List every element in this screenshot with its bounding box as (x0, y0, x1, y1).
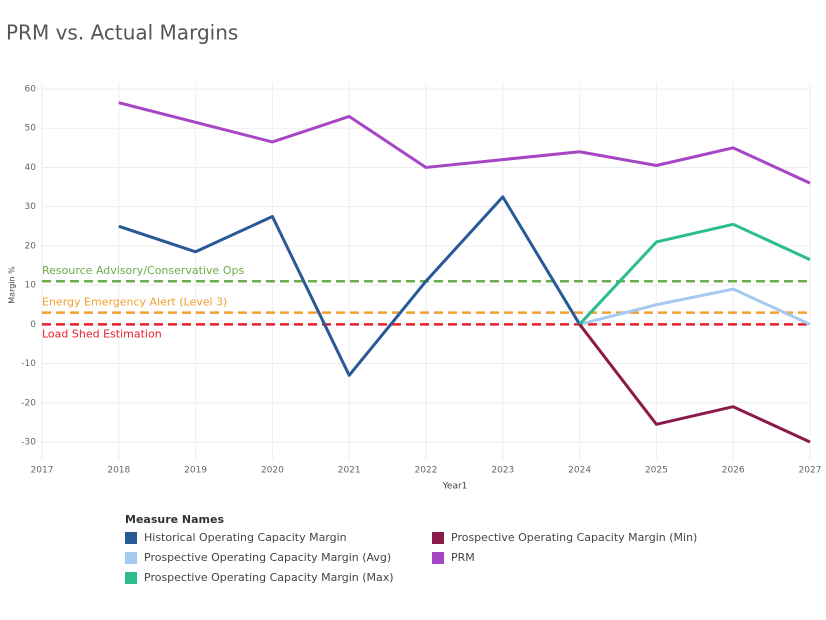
x-tick-label: 2027 (799, 466, 822, 476)
legend-label: Prospective Operating Capacity Margin (M… (451, 531, 697, 544)
x-tick-label: 2022 (415, 466, 438, 476)
legend-swatch (432, 532, 444, 544)
y-tick-label: 0 (30, 320, 36, 330)
y-axis-label: Margin % (8, 266, 17, 304)
legend-title: Measure Names (125, 513, 224, 526)
y-tick-label: 40 (25, 163, 37, 173)
series-line (578, 222, 811, 326)
x-tick-label: 2019 (184, 466, 207, 476)
legend-label: Prospective Operating Capacity Margin (A… (144, 551, 391, 564)
x-tick-label: 2023 (491, 466, 514, 476)
x-tick-label: 2020 (261, 466, 284, 476)
x-tick-label: 2017 (31, 466, 54, 476)
chart-title: PRM vs. Actual Margins (6, 21, 238, 45)
series-line (118, 195, 581, 377)
legend-label: PRM (451, 551, 475, 564)
y-tick-label: -10 (21, 359, 36, 369)
legend-label: Historical Operating Capacity Margin (144, 531, 347, 544)
x-axis-label: Year1 (442, 482, 468, 492)
legend-label: Prospective Operating Capacity Margin (M… (144, 571, 394, 584)
series-line (578, 323, 811, 444)
y-tick-label: 30 (25, 202, 37, 212)
y-tick-label: 10 (25, 281, 37, 291)
y-tick-label: 50 (25, 124, 37, 134)
legend-swatch (432, 552, 444, 564)
reference-label: Energy Emergency Alert (Level 3) (42, 296, 227, 309)
legend-swatch (125, 552, 137, 564)
x-tick-label: 2026 (722, 466, 745, 476)
reference-label: Load Shed Estimation (42, 327, 162, 340)
series-line (118, 101, 811, 185)
x-tick-label: 2024 (568, 466, 591, 476)
y-tick-label: -20 (21, 398, 36, 408)
series-line (579, 287, 811, 326)
x-tick-label: 2018 (107, 466, 130, 476)
legend-swatch (125, 532, 137, 544)
y-tick-label: 20 (25, 241, 37, 251)
y-tick-label: -30 (21, 438, 36, 448)
x-tick-label: 2021 (338, 466, 361, 476)
legend-swatch (125, 572, 137, 584)
y-tick-label: 60 (25, 85, 37, 95)
reference-label: Resource Advisory/Conservative Ops (42, 264, 244, 277)
x-tick-label: 2025 (645, 466, 668, 476)
